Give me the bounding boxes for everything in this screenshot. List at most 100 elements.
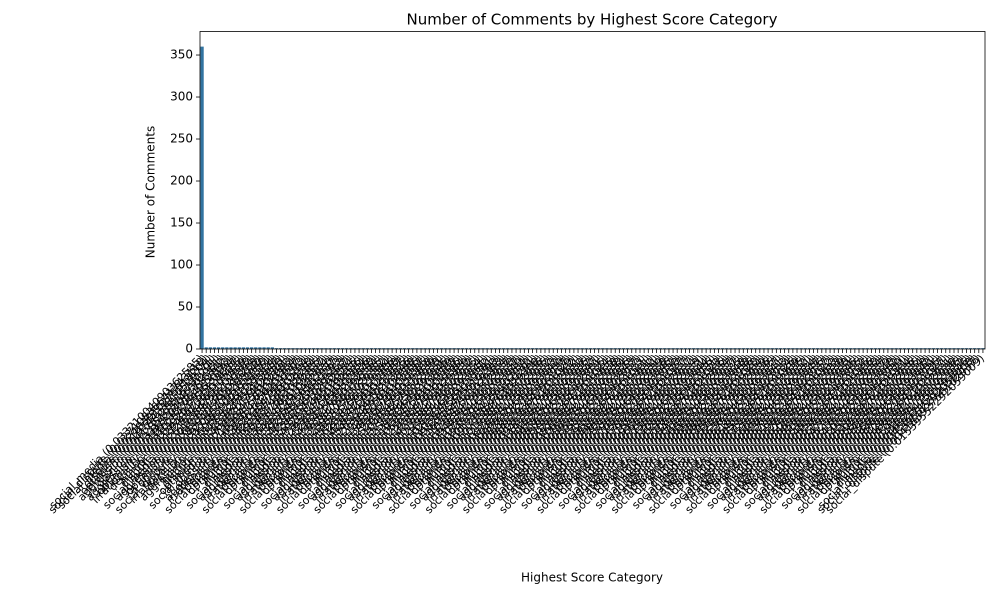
bar <box>911 348 915 349</box>
bar <box>919 348 923 349</box>
bar <box>836 348 840 349</box>
bar <box>960 348 964 349</box>
bar <box>725 348 729 349</box>
bar <box>435 348 440 349</box>
bar <box>324 348 328 349</box>
bar <box>514 348 518 349</box>
bar <box>316 348 320 349</box>
bar <box>563 348 568 349</box>
bar <box>530 348 535 349</box>
bar <box>456 348 460 349</box>
bar <box>617 348 622 349</box>
bar <box>452 348 456 349</box>
bar <box>820 348 824 349</box>
bar <box>638 348 642 349</box>
bar <box>712 348 717 349</box>
bar <box>592 348 597 349</box>
bar <box>716 348 721 349</box>
bar <box>295 348 299 349</box>
bar <box>625 348 630 349</box>
bar <box>468 348 473 349</box>
bar <box>431 348 436 349</box>
bar <box>692 348 696 349</box>
bar <box>204 347 208 349</box>
y-tick-label: 200 <box>170 174 193 188</box>
bar <box>952 348 956 349</box>
bar <box>708 348 712 349</box>
bar <box>778 348 783 349</box>
bar <box>659 348 663 349</box>
y-tick-label: 250 <box>170 132 193 146</box>
bar <box>865 348 869 349</box>
bar <box>795 348 799 349</box>
bar <box>840 348 845 349</box>
bar <box>340 348 345 349</box>
y-tick-label: 0 <box>185 342 193 356</box>
bar <box>270 347 274 349</box>
bar <box>927 348 931 349</box>
bar <box>307 348 312 349</box>
bar <box>522 348 526 349</box>
bar <box>283 348 287 349</box>
bar <box>758 348 762 349</box>
bar <box>485 348 489 349</box>
bar <box>448 348 452 349</box>
bar <box>869 348 874 349</box>
bar <box>274 348 279 349</box>
bar <box>287 348 291 349</box>
bar <box>890 348 894 349</box>
bar <box>568 348 572 349</box>
bar <box>526 348 531 349</box>
bar <box>216 347 221 349</box>
bar <box>944 348 948 349</box>
bar <box>774 348 779 349</box>
bar <box>237 347 241 349</box>
bar <box>824 348 828 349</box>
bar <box>576 348 580 349</box>
bar <box>853 348 857 349</box>
bar <box>543 348 547 349</box>
bar <box>749 348 754 349</box>
bar <box>535 348 539 349</box>
bar <box>737 348 741 349</box>
bar <box>782 348 787 349</box>
bar <box>225 347 229 349</box>
bar <box>700 348 704 349</box>
bar <box>754 348 758 349</box>
bar <box>886 348 890 349</box>
bar <box>493 348 498 349</box>
bar <box>411 348 415 349</box>
y-tick-label: 100 <box>170 258 193 272</box>
y-tick-label: 350 <box>170 48 193 62</box>
bar <box>634 348 638 349</box>
bar <box>663 348 667 349</box>
bar <box>353 348 357 349</box>
bar <box>373 348 378 349</box>
bar <box>977 348 981 349</box>
bar <box>555 348 560 349</box>
bar <box>473 348 477 349</box>
bar <box>320 348 324 349</box>
bar <box>733 348 737 349</box>
bar <box>506 348 510 349</box>
bar <box>799 348 803 349</box>
bar <box>931 348 936 349</box>
bar <box>419 348 423 349</box>
bar <box>357 348 361 349</box>
bar <box>687 348 692 349</box>
bar <box>497 348 502 349</box>
bar <box>551 348 555 349</box>
y-tick-label: 50 <box>178 300 193 314</box>
bar <box>811 348 816 349</box>
bar <box>361 348 365 349</box>
bar <box>696 348 700 349</box>
bar <box>440 348 444 349</box>
bar <box>328 348 332 349</box>
bar <box>729 348 733 349</box>
bar <box>262 347 266 349</box>
bar <box>849 348 853 349</box>
bar <box>398 348 403 349</box>
bar <box>584 348 588 349</box>
bar <box>621 348 626 349</box>
